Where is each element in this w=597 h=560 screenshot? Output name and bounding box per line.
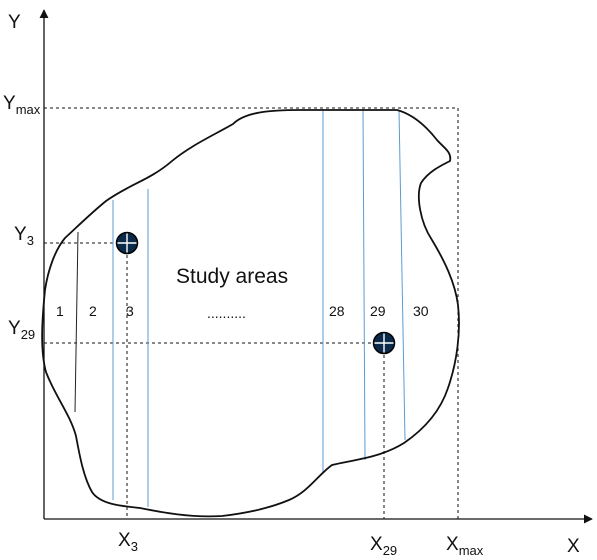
y3-main: Y (14, 224, 27, 245)
y3-label: Y3 (14, 224, 34, 248)
study-areas-title: Study areas (176, 265, 288, 288)
strip-divider-29-30 (398, 109, 406, 441)
x3-sub: 3 (131, 539, 138, 554)
strip-labels: 1 2 3 28 29 30 (56, 303, 429, 319)
x3-label: X3 (118, 530, 138, 554)
strip-divider-1-2 (74, 231, 79, 413)
strip-label-2: 2 (89, 303, 97, 319)
y29-sub: 29 (21, 327, 35, 342)
guide-lines (44, 107, 459, 519)
y29-main: Y (8, 318, 21, 339)
y-axis-label: Y (8, 12, 21, 33)
strip-label-28: 28 (329, 303, 345, 319)
strip-label-30: 30 (413, 303, 429, 319)
strip-divider-28-29 (362, 109, 366, 461)
xmax-sub: max (459, 543, 484, 558)
study-area-boundary (41, 109, 460, 518)
ymax-sub: max (16, 102, 41, 117)
x3-main: X (118, 530, 131, 551)
strip-label-29: 29 (370, 303, 386, 319)
x29-main: X (370, 534, 383, 555)
x-axis-label: X (567, 536, 580, 557)
ymax-label: Ymax (3, 93, 41, 117)
xmax-label: Xmax (446, 534, 484, 558)
y29-label: Y29 (8, 318, 35, 342)
x29-sub: 29 (383, 543, 397, 558)
ymax-main: Y (3, 93, 16, 114)
x29-label: X29 (370, 534, 397, 558)
xmax-main: X (446, 534, 459, 555)
ellipsis-text: .......... (207, 305, 246, 321)
strip-label-3: 3 (126, 303, 134, 319)
crosshair-circle-icon (115, 231, 139, 255)
y3-sub: 3 (27, 233, 34, 248)
strip-label-1: 1 (56, 303, 64, 319)
strip-dividers (74, 109, 406, 507)
crosshair-circle-icon (372, 331, 396, 355)
